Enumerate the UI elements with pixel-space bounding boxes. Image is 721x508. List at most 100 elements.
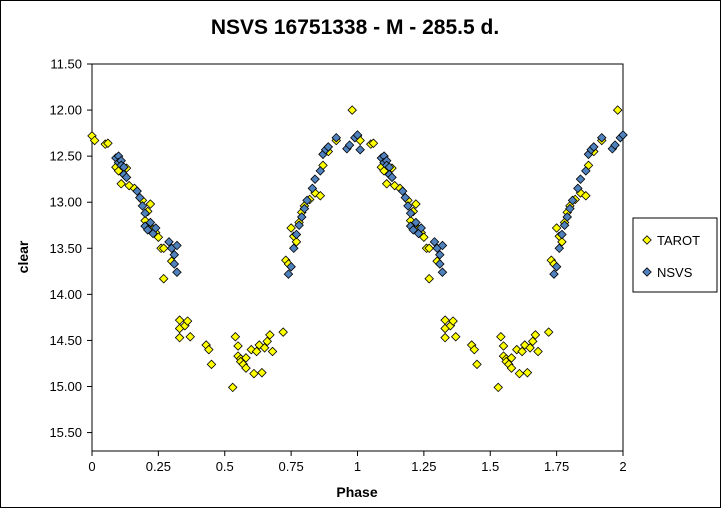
x-tick-label: 1.75 (544, 459, 569, 474)
data-point (400, 192, 411, 203)
y-tick-label: 13.00 (49, 195, 82, 210)
data-point (302, 195, 312, 206)
data-point (610, 140, 620, 150)
data-point (299, 203, 310, 214)
data-point (310, 174, 320, 184)
data-point (514, 368, 525, 379)
data-point (573, 183, 583, 194)
data-point (172, 267, 182, 278)
data-point (519, 340, 530, 350)
data-point (387, 172, 397, 183)
data-point (551, 261, 562, 272)
data-point (158, 273, 169, 284)
y-tick-label: 12.50 (49, 149, 82, 164)
legend-marker (642, 235, 652, 245)
data-point (530, 330, 541, 340)
data-point (233, 341, 243, 351)
data-point (448, 316, 458, 326)
data-point (132, 186, 142, 196)
data-point (506, 353, 517, 363)
legend: TAROT NSVS (632, 217, 718, 293)
data-point (265, 330, 275, 340)
data-point (403, 201, 413, 211)
data-point (164, 237, 174, 247)
data-point (137, 201, 148, 211)
data-point (496, 331, 506, 342)
x-tick-label: 1.5 (481, 459, 499, 474)
legend-label: NSVS (657, 265, 693, 280)
data-point (142, 225, 153, 235)
data-point (554, 243, 565, 254)
data-point (525, 343, 535, 353)
data-point (527, 336, 538, 347)
legend-marker (642, 267, 652, 277)
data-point (405, 208, 416, 219)
data-point (551, 223, 562, 233)
x-tick-label: 0.25 (146, 459, 171, 474)
data-point (246, 344, 257, 355)
y-tick-label: 15.00 (49, 379, 82, 394)
data-point (286, 261, 296, 272)
data-point (435, 259, 445, 269)
data-point (506, 363, 517, 373)
data-point (355, 144, 365, 155)
data-point (291, 229, 302, 240)
data-point (416, 223, 426, 233)
data-point (206, 359, 217, 370)
data-point (140, 208, 150, 219)
data-point (315, 190, 326, 201)
series-nsvs (111, 130, 628, 279)
data-point (472, 359, 482, 370)
data-point (575, 174, 586, 184)
y-tick-label: 14.50 (49, 333, 82, 348)
data-point (408, 225, 419, 235)
data-point (397, 186, 408, 196)
data-point (323, 142, 334, 152)
data-point (204, 344, 214, 355)
data-point (435, 249, 445, 260)
legend-label: TAROT (657, 233, 700, 248)
data-points (87, 105, 628, 393)
y-tick-label: 11.50 (50, 57, 82, 72)
x-axis: 0 0.25 0.5 0.75 1 1.25 1.5 1.75 2 (88, 451, 627, 474)
data-point (227, 382, 238, 393)
data-point (249, 368, 259, 379)
data-point (291, 237, 302, 247)
x-tick-label: 1 (354, 459, 361, 474)
y-tick-label: 13.50 (49, 241, 82, 256)
data-point (581, 166, 591, 176)
data-point (169, 259, 180, 269)
data-point (89, 135, 100, 146)
data-point (262, 336, 272, 347)
data-point (116, 179, 126, 189)
data-point (307, 183, 318, 194)
chart-title: NSVS 16751338 - M - 285.5 d. (211, 16, 499, 39)
data-point (294, 220, 304, 231)
data-point (289, 243, 299, 254)
x-axis-label: Phase (336, 484, 377, 500)
data-point (278, 327, 288, 337)
data-point (174, 332, 185, 343)
data-point (158, 243, 169, 254)
data-point (557, 237, 567, 247)
data-point (562, 212, 573, 222)
data-point (153, 232, 164, 242)
plot-area (91, 63, 624, 452)
x-tick-label: 0 (88, 459, 95, 474)
data-point (381, 179, 392, 189)
x-tick-label: 0.5 (216, 459, 234, 474)
data-point (543, 327, 554, 337)
data-point (315, 166, 326, 176)
data-point (251, 346, 262, 357)
y-tick-label: 15.50 (49, 425, 82, 440)
data-point (347, 105, 357, 115)
data-point (557, 229, 567, 240)
data-point (450, 331, 461, 342)
data-point (517, 346, 527, 357)
data-point (169, 249, 180, 260)
data-point (241, 363, 251, 373)
data-point (549, 269, 559, 279)
data-point (429, 237, 440, 247)
